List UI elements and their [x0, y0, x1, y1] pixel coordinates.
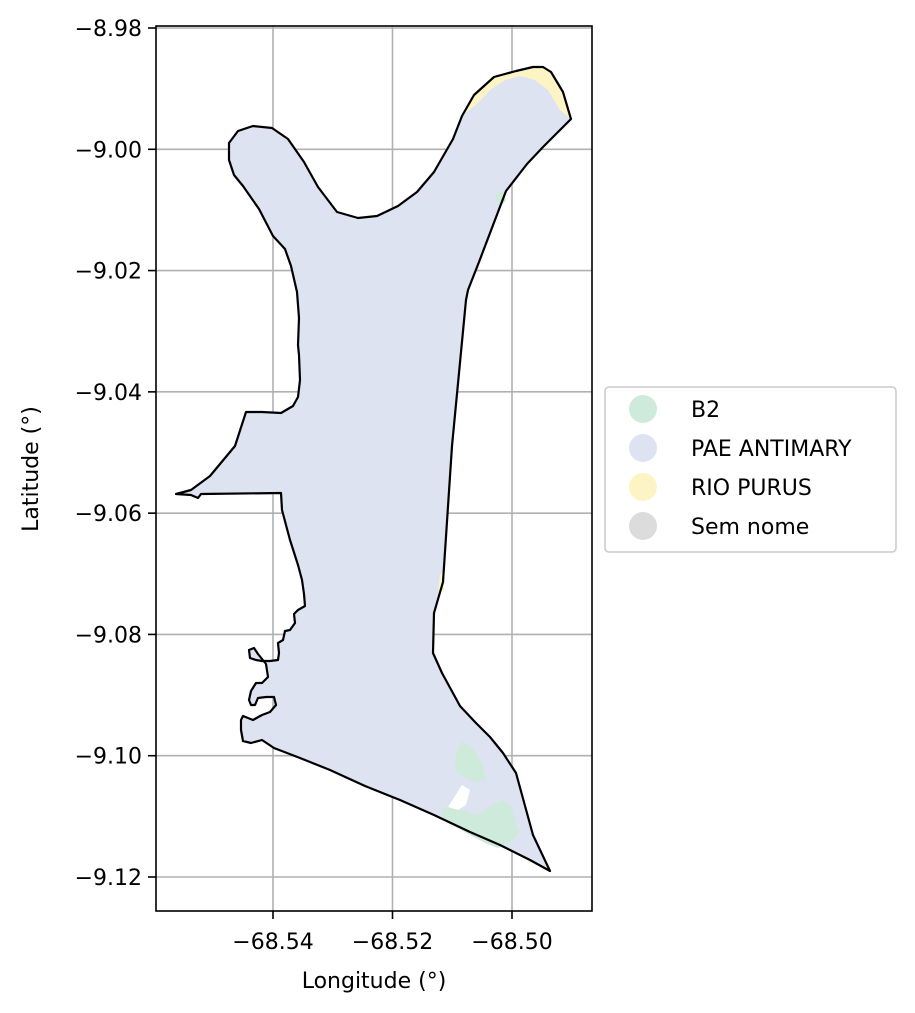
b2-area-bottom: [440, 742, 520, 848]
x-axis-label: Longitude (°): [302, 969, 447, 994]
y-tick-label: −9.06: [75, 502, 142, 527]
legend-marker: [629, 512, 657, 540]
y-tick-label: −9.04: [75, 381, 142, 406]
legend-label: PAE ANTIMARY: [691, 437, 852, 462]
legend-label: B2: [691, 398, 720, 423]
b2-area-white-cut: [448, 785, 470, 810]
legend: B2 PAE ANTIMARY RIO PURUS Sem nome: [604, 386, 897, 553]
legend-label: RIO PURUS: [691, 476, 812, 501]
legend-marker: [629, 473, 657, 501]
x-tick-label: −68.54: [232, 930, 313, 955]
x-tick-label: −68.52: [352, 930, 433, 955]
legend-marker: [629, 395, 657, 423]
axes-frame: [155, 25, 593, 912]
pae-antimary-area: [176, 67, 571, 871]
y-axis-label: Latitude (°): [19, 406, 44, 532]
y-axis-ticks: −8.98 −9.00 −9.02 −9.04 −9.06 −9.08 −9.10 −9.12: [75, 17, 156, 891]
pae-antimary-boundary: [174, 65, 573, 873]
legend-label: Sem nome: [691, 515, 809, 540]
y-tick-label: −9.08: [75, 623, 142, 648]
y-tick-label: −9.00: [75, 138, 142, 163]
x-tick-label: −68.50: [471, 930, 552, 955]
legend-box: [604, 386, 897, 553]
y-tick-label: −9.12: [75, 866, 142, 891]
y-tick-label: −8.98: [75, 17, 142, 42]
y-tick-label: −9.02: [75, 260, 142, 285]
b2-area-small: [495, 190, 506, 208]
x-axis-ticks: −68.54 −68.52 −68.50: [232, 911, 553, 955]
rio-purus-area-top: [462, 67, 571, 119]
y-tick-label: −9.10: [75, 745, 142, 770]
legend-marker: [629, 434, 657, 462]
plot-area: [155, 25, 593, 912]
